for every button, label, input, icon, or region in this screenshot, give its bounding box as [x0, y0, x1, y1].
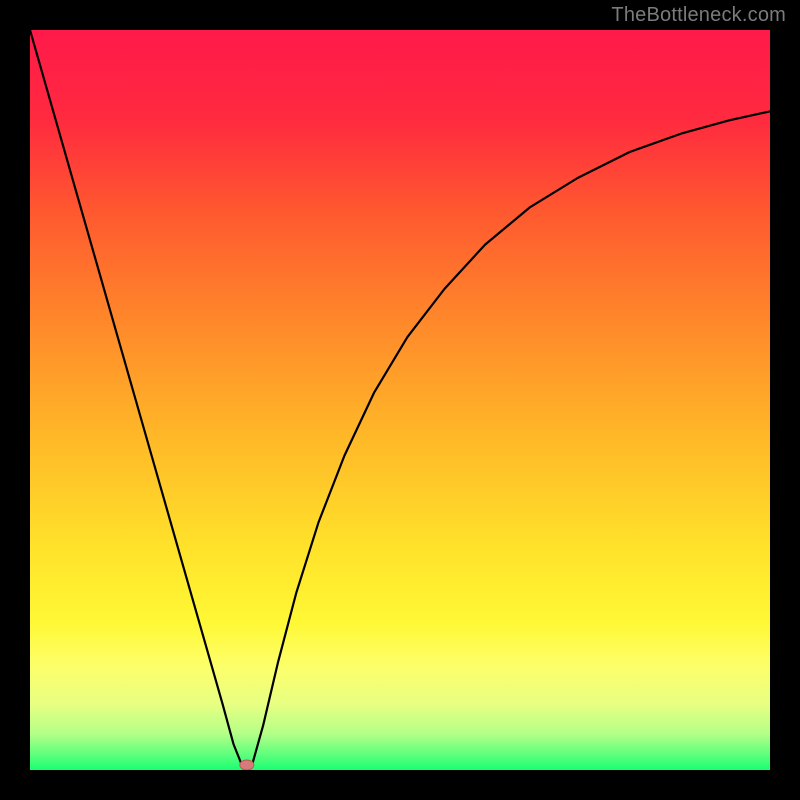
- plot-frame: [30, 30, 770, 770]
- watermark-text: TheBottleneck.com: [611, 4, 786, 27]
- gradient-chart: [30, 30, 770, 770]
- minimum-marker: [240, 760, 254, 770]
